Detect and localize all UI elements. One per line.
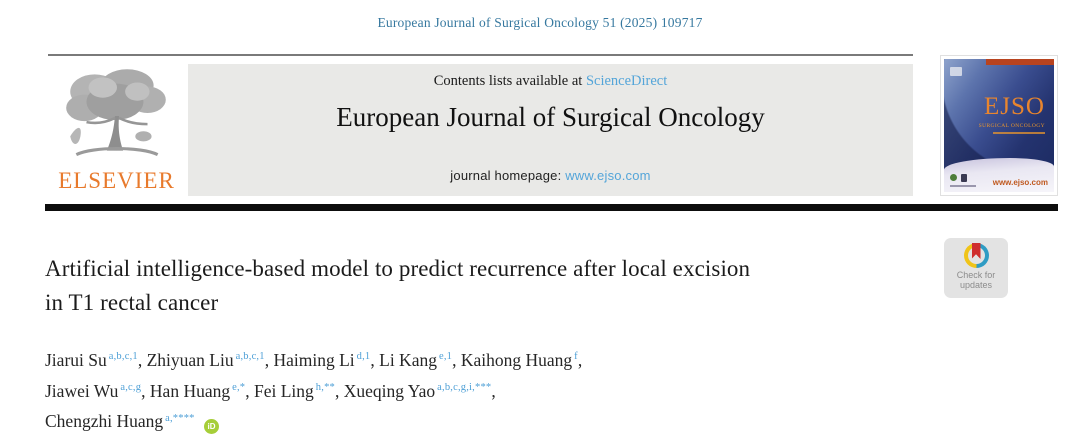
cover-publisher-mini-logo: [950, 67, 962, 76]
journal-homepage-line: journal homepage: www.ejso.com: [188, 168, 913, 183]
contents-available-line: Contents lists available at ScienceDirec…: [188, 73, 913, 90]
journal-title: European Journal of Surgical Oncology: [336, 102, 765, 132]
cover-website-text: www.ejso.com: [992, 178, 1048, 187]
contents-prefix-text: Contents lists available at: [433, 73, 586, 89]
elsevier-wordmark: ELSEVIER: [58, 168, 175, 193]
author-affiliations: h,**: [315, 381, 335, 393]
check-for-updates-label: Check for updates: [957, 270, 996, 290]
author: Han Huang e,*,: [150, 381, 254, 401]
author-name: Haiming Li: [273, 349, 355, 370]
author-line: Jiawei Wu a,c,g, Han Huang e,*, Fei Ling h,…: [45, 374, 945, 405]
author: Jiawei Wu a,c,g,: [45, 381, 150, 401]
author-line: Chengzhi Huang a,**** iD: [45, 405, 945, 436]
author: Kaihong Huang f,: [461, 350, 582, 370]
author: Zhiyuan Liu a,b,c,1,: [147, 350, 274, 370]
bookmark-icon: [971, 243, 981, 259]
badge-label-line2: updates: [959, 280, 992, 290]
badge-label-line1: Check for: [956, 270, 996, 280]
author-separator: ,: [264, 349, 274, 370]
author-affiliations: e,1: [438, 351, 453, 362]
author-separator: ,: [245, 380, 254, 401]
author-name: Han Huang: [149, 380, 231, 401]
author-separator: ,: [141, 380, 150, 401]
author-affiliations: e,*: [232, 381, 246, 393]
journal-banner: Contents lists available at ScienceDirec…: [188, 64, 913, 196]
journal-cover-thumbnail[interactable]: EJSO SURGICAL ONCOLOGY www.ejso.com: [940, 55, 1058, 196]
sciencedirect-link[interactable]: ScienceDirect: [585, 73, 668, 89]
author-affiliations: a,c,g: [120, 381, 142, 393]
author-affiliations: a,****: [165, 412, 195, 424]
homepage-link[interactable]: www.ejso.com: [565, 168, 651, 183]
orcid-icon[interactable]: iD: [203, 419, 219, 435]
cover-society-logo-icon: [950, 174, 957, 181]
author-separator: ,: [370, 349, 380, 370]
author: Li Kang e,1,: [379, 350, 461, 370]
journal-citation-line: European Journal of Surgical Oncology 51…: [377, 15, 703, 30]
author: Xueqing Yao a,b,c,g,i,***,: [344, 381, 496, 401]
author-line: Jiarui Su a,b,c,1, Zhiyuan Liu a,b,c,1, Ha…: [45, 343, 945, 374]
author-separator: ,: [577, 349, 583, 370]
header-divider-bar: [45, 204, 1058, 211]
cover-fine-print-line: [950, 185, 976, 187]
author-list: Jiarui Su a,b,c,1, Zhiyuan Liu a,b,c,1, Ha…: [45, 343, 945, 435]
author-name: Fei Ling: [254, 380, 314, 401]
header-top-rule: [48, 54, 913, 56]
cover-society-logo-icon: [961, 174, 967, 182]
author: Haiming Li d,1,: [273, 350, 379, 370]
author: Fei Ling h,**,: [254, 381, 344, 401]
article-title-line1: Artificial intelligence-based model to p…: [45, 256, 751, 281]
check-for-updates-badge[interactable]: Check for updates: [944, 238, 1008, 298]
author-name: Xueqing Yao: [343, 380, 436, 401]
cover-subtitle-text: SURGICAL ONCOLOGY: [978, 123, 1045, 129]
cover-society-logos: [950, 174, 967, 182]
journal-cover-art: EJSO SURGICAL ONCOLOGY www.ejso.com: [944, 59, 1054, 192]
author-name: Zhiyuan Liu: [146, 349, 234, 370]
author-separator: ,: [334, 380, 344, 401]
crossmark-icon: [963, 243, 989, 268]
author-separator: ,: [137, 349, 147, 370]
author-affiliations: a,b,c,1: [235, 351, 265, 362]
author-separator: ,: [491, 380, 496, 401]
author-name: Chengzhi Huang: [45, 411, 164, 432]
author-affiliations: a,b,c,g,i,***: [437, 381, 492, 393]
author-affiliations: f: [574, 351, 578, 362]
author-name: Kaihong Huang: [460, 349, 573, 370]
author-name: Jiarui Su: [45, 349, 107, 370]
author: Jiarui Su a,b,c,1,: [45, 350, 147, 370]
author-affiliations: d,1: [356, 351, 371, 362]
cover-masthead-text: EJSO: [984, 93, 1045, 120]
article-title-line2: in T1 rectal cancer: [45, 290, 219, 315]
author-name: Li Kang: [379, 349, 437, 370]
cover-fine-print-line: [993, 132, 1045, 134]
elsevier-logo[interactable]: ELSEVIER: [45, 64, 188, 196]
author: Chengzhi Huang a,****: [45, 411, 195, 431]
author-affiliations: a,b,c,1: [108, 351, 138, 362]
homepage-prefix-text: journal homepage:: [450, 168, 566, 183]
cover-top-bar: [985, 59, 1054, 65]
author-separator: ,: [452, 349, 461, 370]
author-name: Jiawei Wu: [45, 380, 119, 401]
article-title: Artificial intelligence-based model to p…: [45, 252, 925, 320]
elsevier-tree-icon: [65, 69, 166, 157]
